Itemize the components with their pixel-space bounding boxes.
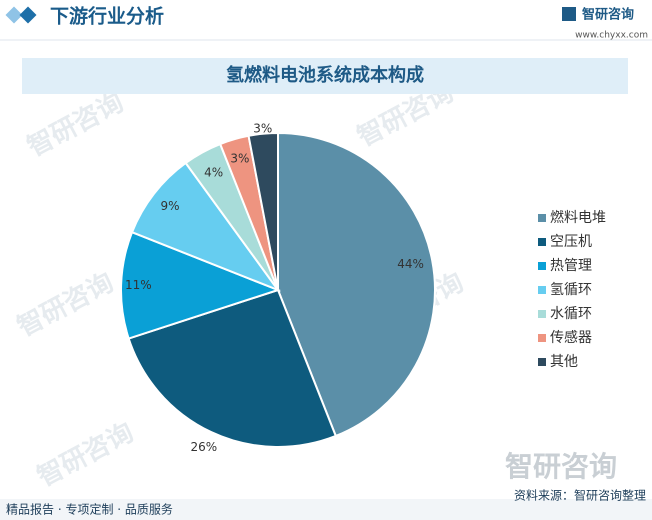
pie-slice [127,288,338,448]
title-box [22,58,628,94]
legend-label: 热管理 [550,258,592,274]
legend-swatch [538,358,546,366]
pie-slice [277,131,436,438]
footer-bar [0,499,652,520]
data-label: 9% [161,199,180,213]
chart-title: 氢燃料电池系统成本构成 [226,64,424,86]
legend-swatch [538,310,546,318]
source: 资料来源：智研咨询整理 [514,488,646,503]
logo-text: 智研咨询 [582,7,634,23]
legend-label: 燃料电堆 [550,209,606,226]
data-label: 26% [190,440,217,454]
site-url: www.chyxx.com [575,31,648,41]
legend-swatch [538,334,546,342]
legend-label: 其他 [550,354,578,370]
data-label: 4% [204,166,223,180]
data-label: 44% [397,257,424,271]
legend-swatch [538,262,546,270]
footer-slogan: 精品报告 · 专项定制 · 品质服务 [6,502,173,517]
legend-label: 氢循环 [550,282,592,298]
pie-slice [130,161,281,293]
legend-swatch [538,286,546,294]
pie-slice [120,230,281,340]
legend-label: 水循环 [550,306,592,322]
data-label: 3% [230,151,249,165]
data-label: 11% [125,278,152,292]
legend-swatch [538,214,546,222]
data-label: 3% [253,122,272,136]
watermark-logo: 智研咨询 [505,450,617,483]
legend-swatch [538,238,546,246]
legend-label: 空压机 [550,234,592,250]
legend-label: 传感器 [550,329,592,346]
pie-slice [247,131,279,291]
logo-icon [562,7,576,21]
header-title: 下游行业分析 [50,5,164,28]
